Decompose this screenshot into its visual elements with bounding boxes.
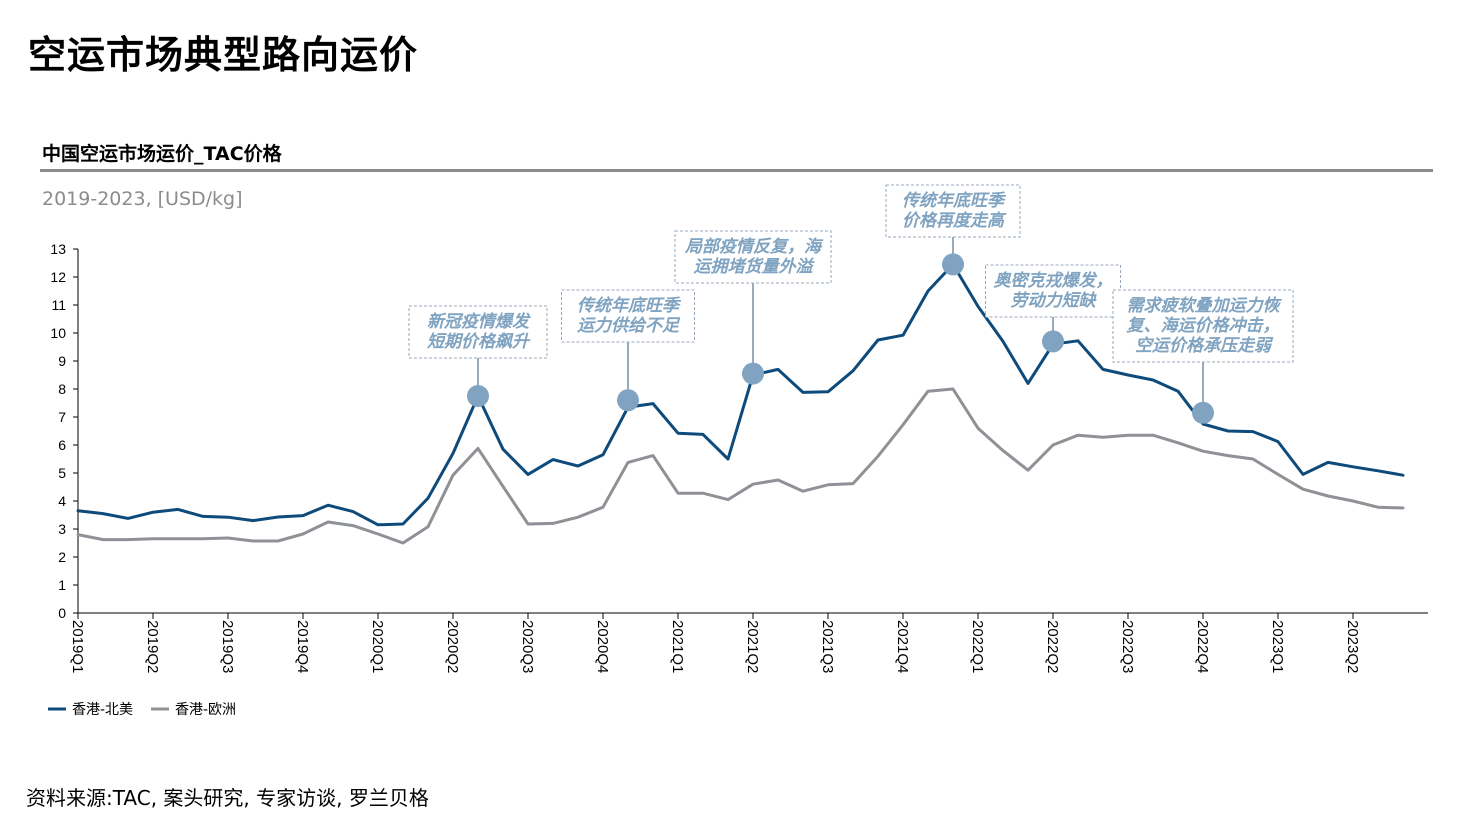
annotation-text: 劳动力短缺 bbox=[1011, 291, 1098, 311]
annotation-text: 需求疲软叠加运力恢 bbox=[1127, 296, 1283, 316]
x-tick-label: 2023Q1 bbox=[1269, 620, 1286, 673]
annotation-box bbox=[561, 289, 695, 343]
x-tick-label: 2019Q4 bbox=[294, 620, 311, 673]
x-tick-label: 2019Q1 bbox=[69, 620, 86, 673]
annotation-marker bbox=[942, 253, 964, 276]
annotation-text: 传统年底旺季 bbox=[577, 296, 682, 316]
x-tick-label: 2020Q1 bbox=[369, 620, 386, 673]
x-tick-label: 2020Q4 bbox=[594, 620, 611, 673]
annotation-text: 运拥堵货量外溢 bbox=[694, 257, 815, 277]
chart-title: 中国空运市场运价_TAC价格 bbox=[42, 143, 282, 165]
annotation-marker bbox=[1192, 401, 1214, 424]
annotation-box bbox=[985, 264, 1121, 318]
y-tick-label: 5 bbox=[58, 465, 66, 481]
annotation-text: 短期价格飙升 bbox=[427, 332, 531, 352]
y-tick-label: 12 bbox=[50, 269, 66, 285]
x-tick-label: 2021Q2 bbox=[744, 620, 761, 673]
y-tick-label: 1 bbox=[58, 577, 66, 593]
annotation-text: 新冠疫情爆发 bbox=[427, 312, 531, 332]
y-tick-label: 10 bbox=[50, 325, 66, 341]
annotation-text: 运力供给不足 bbox=[577, 316, 681, 336]
y-tick-label: 9 bbox=[58, 353, 66, 369]
annotation-box bbox=[1112, 289, 1294, 363]
annotation-text: 传统年底旺季 bbox=[902, 191, 1007, 211]
y-tick-label: 11 bbox=[51, 297, 66, 313]
chart-subtitle: 2019-2023, [USD/kg] bbox=[42, 188, 243, 210]
series-line-europe bbox=[76, 387, 1405, 545]
annotation-text: 奥密克戎爆发， bbox=[994, 271, 1113, 291]
y-tick-label: 13 bbox=[50, 241, 66, 257]
x-tick-label: 2022Q1 bbox=[969, 620, 986, 673]
y-tick-label: 8 bbox=[58, 381, 66, 397]
annotation-text: 局部疫情反复，海 bbox=[684, 237, 824, 257]
x-tick-label: 2023Q2 bbox=[1344, 620, 1361, 673]
x-tick-label: 2020Q3 bbox=[519, 620, 536, 673]
x-tick-label: 2021Q4 bbox=[894, 620, 911, 673]
title-divider bbox=[40, 169, 1433, 172]
x-tick-label: 2021Q3 bbox=[819, 620, 836, 673]
legend-label-europe: 香港-欧洲 bbox=[175, 702, 236, 718]
page-title: 空运市场典型路向运价 bbox=[28, 33, 419, 77]
x-tick-label: 2022Q3 bbox=[1119, 620, 1136, 673]
annotation-text: 复、海运价格冲击， bbox=[1127, 316, 1280, 336]
annotation-text: 价格再度走高 bbox=[902, 211, 1007, 231]
y-tick-label: 3 bbox=[58, 521, 66, 537]
annotation-box bbox=[408, 305, 548, 359]
annotation-marker bbox=[742, 362, 764, 385]
x-tick-label: 2019Q3 bbox=[219, 620, 236, 673]
series-line-north-america bbox=[76, 262, 1405, 527]
x-tick-label: 2022Q2 bbox=[1044, 620, 1061, 673]
annotation-box bbox=[674, 230, 832, 284]
y-tick-label: 2 bbox=[58, 549, 66, 565]
source-note: 资料来源:TAC, 案头研究, 专家访谈, 罗兰贝格 bbox=[26, 786, 429, 810]
legend-label-north-america: 香港-北美 bbox=[72, 702, 133, 718]
x-tick-label: 2021Q1 bbox=[669, 620, 686, 673]
annotation-box bbox=[885, 184, 1021, 238]
annotation-marker bbox=[617, 389, 639, 412]
x-tick-label: 2019Q2 bbox=[144, 620, 161, 673]
y-tick-label: 6 bbox=[58, 437, 66, 453]
y-tick-label: 4 bbox=[58, 493, 66, 509]
y-tick-label: 7 bbox=[58, 409, 66, 425]
annotation-marker bbox=[1042, 330, 1064, 353]
x-tick-label: 2022Q4 bbox=[1194, 620, 1211, 673]
annotation-text: 空运价格承压走弱 bbox=[1135, 336, 1274, 356]
annotation-marker bbox=[467, 385, 489, 407]
y-tick-label: 0 bbox=[58, 605, 66, 621]
x-tick-label: 2020Q2 bbox=[444, 620, 461, 673]
